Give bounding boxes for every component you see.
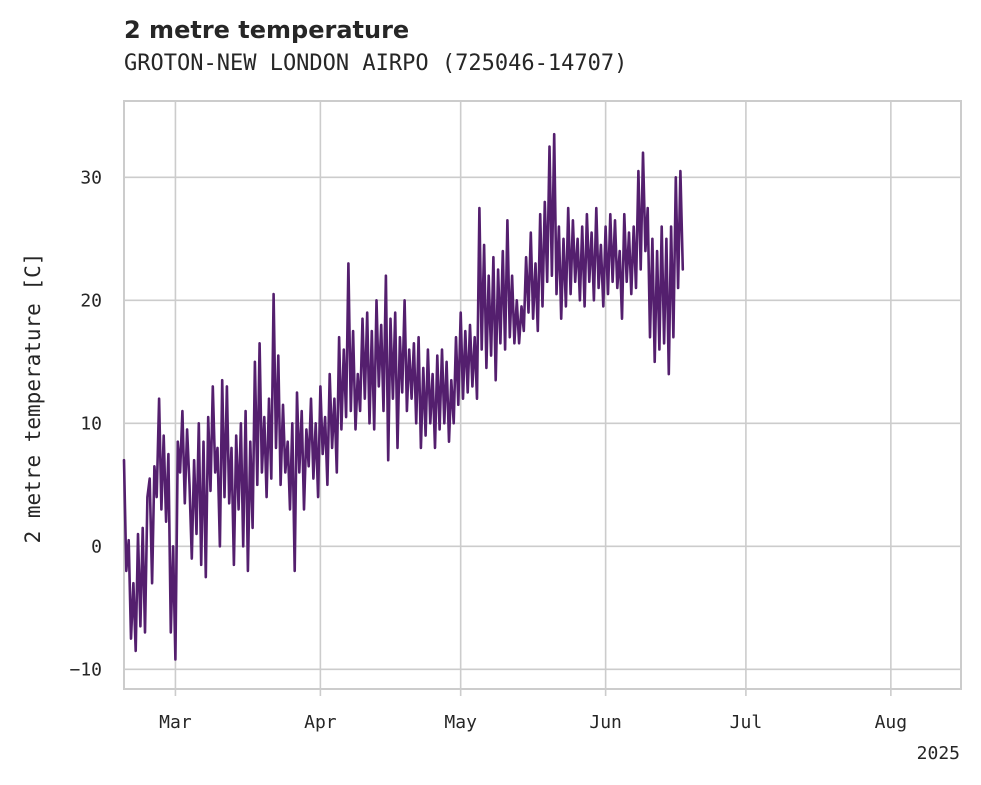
x-axis-year-label: 2025 [917,743,960,764]
y-tick-label: 10 [80,413,102,434]
y-axis-ticks: −10 0 10 20 30 [69,167,102,680]
chart-title: 2 metre temperature [124,16,410,44]
x-axis-ticks: Mar Apr May Jun Jul Aug [159,689,907,733]
x-tick-label: Aug [875,712,908,733]
x-tick-label: Jun [589,712,622,733]
chart-subtitle: GROTON-NEW LONDON AIRPO (725046-14707) [124,51,628,76]
series-layer [122,132,685,661]
y-axis-label: 2 metre temperature [C] [21,253,45,544]
temperature-series-line [122,132,685,661]
y-tick-label: 0 [91,536,102,557]
x-tick-label: May [444,712,477,733]
x-tick-label: Mar [159,712,192,733]
x-tick-label: Jul [730,712,763,733]
x-tick-label: Apr [304,712,337,733]
y-tick-label: −10 [69,659,102,680]
y-tick-label: 30 [80,167,102,188]
plot-frame [123,100,962,690]
grid-lines [124,101,961,689]
y-tick-label: 20 [80,290,102,311]
